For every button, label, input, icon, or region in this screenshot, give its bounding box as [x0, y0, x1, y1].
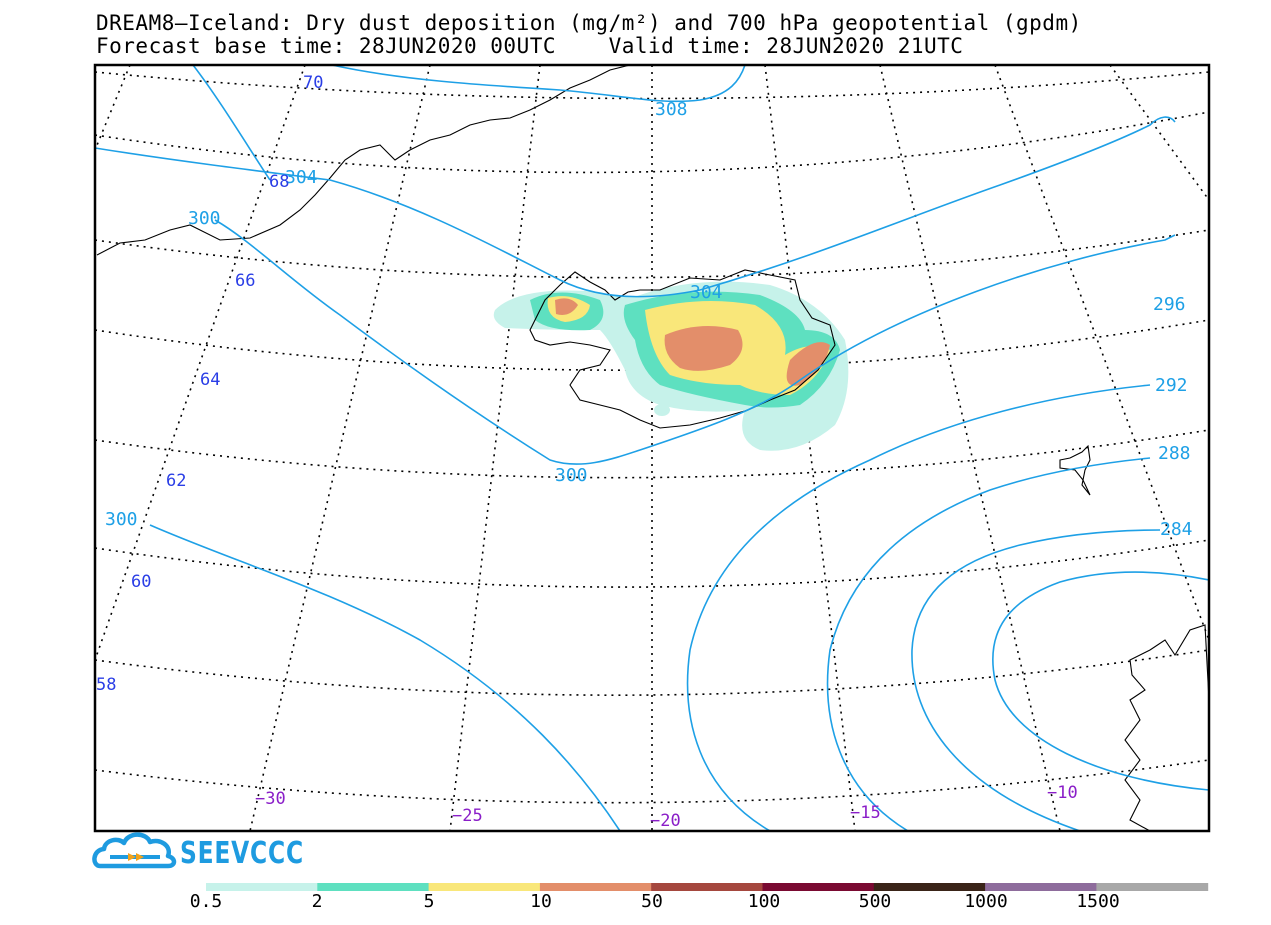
coastlines	[96, 65, 1209, 831]
colorbar-swatch	[1096, 883, 1209, 891]
latitude-label: 60	[131, 572, 151, 592]
contour-label: 308	[655, 99, 688, 120]
colorbar-label: 5	[423, 891, 435, 912]
colorbar-label: 10	[530, 891, 552, 912]
contour-label: 284	[1160, 519, 1193, 540]
contour-label: 300	[105, 509, 138, 530]
colorbar-swatch	[651, 883, 763, 891]
colorbar-swatch	[539, 883, 652, 891]
latitude-label: 66	[235, 271, 255, 291]
colorbar	[206, 883, 1209, 891]
latitude-label: 62	[166, 471, 186, 491]
latitude-label: 58	[96, 675, 116, 695]
longitude-label: −25	[452, 806, 483, 826]
cloud-arrow-icon	[92, 832, 177, 869]
colorbar-label: 100	[747, 891, 781, 912]
colorbar-swatch	[762, 883, 875, 891]
contour-label-group: 308 304 304 300 300 300 296 292 288 284	[105, 99, 1193, 540]
latitude-label-group: 70 68 66 64 62 60 58	[96, 73, 323, 695]
longitude-label: −20	[650, 811, 681, 831]
longitude-lines	[95, 65, 1209, 831]
colorbar-label: 0.5	[189, 891, 223, 912]
seevccc-logo: SEEVCCC	[180, 836, 304, 871]
geopotential-contours	[95, 65, 1209, 831]
colorbar-swatch	[428, 883, 541, 891]
colorbar-swatch	[206, 883, 318, 891]
colorbar-swatch	[985, 883, 1097, 891]
contour-label: 296	[1153, 294, 1186, 315]
colorbar-label: 1000	[964, 891, 1008, 912]
contour-label: 304	[285, 167, 318, 188]
contour-label: 300	[188, 208, 221, 229]
map-subtitle: Forecast base time: 28JUN2020 00UTC Vali…	[96, 34, 964, 58]
dust-deposition-field	[493, 281, 849, 451]
contour-label: 304	[690, 282, 723, 303]
colorbar-swatch	[873, 883, 986, 891]
latitude-label: 64	[200, 370, 220, 390]
contour-label: 292	[1155, 375, 1188, 396]
colorbar-label: 1500	[1076, 891, 1120, 912]
colorbar-label: 2	[311, 891, 323, 912]
contour-label: 300	[555, 465, 588, 486]
longitude-label-group: −30 −25 −20 −15 −10	[255, 783, 1078, 831]
colorbar-label: 50	[641, 891, 663, 912]
colorbar-label: 500	[858, 891, 892, 912]
longitude-label: −15	[850, 803, 881, 823]
contour-label: 288	[1158, 443, 1191, 464]
latitude-label: 68	[269, 172, 289, 192]
longitude-label: −10	[1047, 783, 1078, 803]
longitude-label: −30	[255, 789, 286, 809]
colorbar-swatch	[317, 883, 430, 891]
map-frame	[93, 63, 1211, 833]
latitude-lines	[95, 71, 1209, 804]
latitude-label: 70	[303, 73, 323, 93]
map-title: DREAM8–Iceland: Dry dust deposition (mg/…	[96, 11, 1082, 35]
